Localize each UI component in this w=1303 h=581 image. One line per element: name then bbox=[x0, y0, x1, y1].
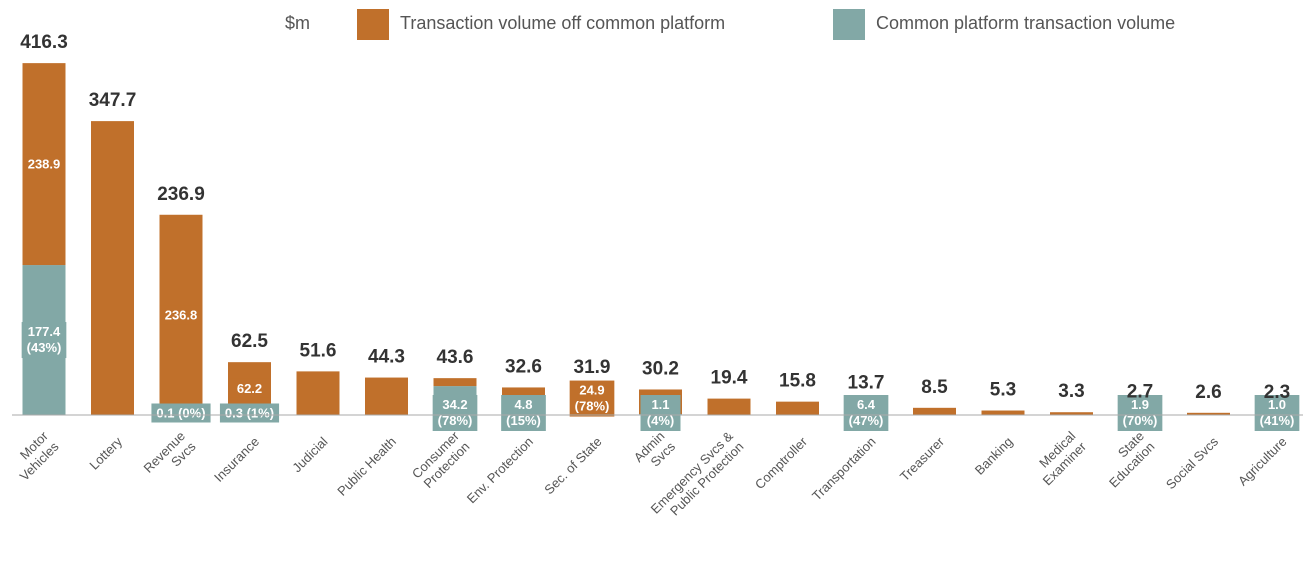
segment-label: 24.9(78%) bbox=[570, 381, 615, 417]
total-label: 15.8 bbox=[779, 371, 816, 392]
total-label: 3.3 bbox=[1058, 381, 1084, 402]
total-label: 51.6 bbox=[300, 340, 337, 361]
total-label: 43.6 bbox=[437, 347, 474, 368]
bar-segment bbox=[365, 378, 408, 415]
segment-label: 0.3 (1%) bbox=[220, 404, 279, 423]
total-label: 236.9 bbox=[157, 184, 205, 205]
segment-label: 238.9 bbox=[23, 155, 66, 174]
total-label: 13.7 bbox=[848, 372, 885, 393]
segment-label: 177.4(43%) bbox=[22, 322, 67, 358]
bar-segment bbox=[91, 121, 134, 415]
segment-label: 236.8 bbox=[160, 305, 203, 324]
legend-label: Common platform transaction volume bbox=[876, 13, 1175, 33]
total-label: 2.3 bbox=[1264, 382, 1290, 403]
x-tick-label: Public Health bbox=[334, 434, 399, 499]
x-tick-label: Treasurer bbox=[897, 433, 948, 484]
x-tick-label: Judicial bbox=[289, 434, 330, 475]
total-label: 32.6 bbox=[505, 356, 542, 377]
total-label: 31.9 bbox=[574, 357, 611, 378]
total-label: 62.5 bbox=[231, 331, 268, 352]
bar-segment bbox=[434, 378, 477, 386]
segment-label-text: 24.9(78%) bbox=[575, 383, 610, 414]
total-label: 30.2 bbox=[642, 358, 679, 379]
x-tick-label: Env. Protection bbox=[464, 434, 536, 506]
segment-label-text: 236.8 bbox=[165, 307, 198, 322]
segment-label-text: 0.1 (0%) bbox=[156, 405, 205, 420]
segment-label: 34.2(78%) bbox=[433, 395, 478, 431]
x-tick-label: AdminSvcs bbox=[631, 428, 679, 476]
legend-label: Transaction volume off common platform bbox=[400, 13, 725, 33]
x-tick-label: Lottery bbox=[86, 434, 125, 473]
segment-label-text: 34.2(78%) bbox=[438, 397, 473, 428]
total-label: 347.7 bbox=[89, 90, 137, 111]
total-label: 8.5 bbox=[921, 377, 948, 398]
segment-label: 0.1 (0%) bbox=[151, 404, 210, 423]
segment-label-text: 0.3 (1%) bbox=[225, 405, 274, 420]
segment-label-text: 62.2 bbox=[237, 381, 262, 396]
x-tick-label: Banking bbox=[972, 434, 1016, 478]
total-label: 2.7 bbox=[1127, 382, 1153, 403]
x-tick-label: Sec. of State bbox=[541, 434, 604, 497]
bar-segment bbox=[913, 408, 956, 415]
x-tick-label: Social Svcs bbox=[1163, 434, 1221, 492]
segment-label: 6.4(47%) bbox=[844, 395, 889, 431]
segment-label: 4.8(15%) bbox=[501, 395, 546, 431]
total-label: 5.3 bbox=[990, 380, 1016, 401]
x-tick-label: Insurance bbox=[211, 434, 262, 485]
bar-segment bbox=[708, 399, 751, 415]
total-label: 19.4 bbox=[711, 368, 748, 389]
total-label: 416.3 bbox=[20, 32, 68, 53]
legend-swatch bbox=[357, 9, 389, 40]
x-tick-label: Transportation bbox=[809, 434, 879, 504]
segment-label: 62.2 bbox=[230, 379, 270, 398]
segment-label: 1.1(4%) bbox=[641, 395, 681, 431]
x-tick-label: RevenueSvcs bbox=[141, 428, 199, 486]
bar-segment bbox=[982, 411, 1025, 415]
x-tick-label: ConsumerProtection bbox=[409, 428, 473, 492]
x-tick-label: Agriculture bbox=[1235, 434, 1290, 489]
legend-swatch bbox=[833, 9, 865, 40]
segment-label-text: 238.9 bbox=[28, 157, 61, 172]
unit-label: $m bbox=[285, 13, 310, 33]
x-tick-label: MedicalExaminer bbox=[1029, 428, 1090, 489]
x-tick-label: MotorVehicles bbox=[6, 428, 62, 484]
x-tick-label: Comptroller bbox=[752, 433, 811, 492]
total-label: 2.6 bbox=[1195, 382, 1221, 403]
bar-segment bbox=[297, 371, 340, 415]
segment-label-text: 177.4(43%) bbox=[27, 324, 62, 355]
total-label: 44.3 bbox=[368, 347, 405, 368]
bar-segment bbox=[776, 402, 819, 415]
x-tick-label: StateEducation bbox=[1096, 429, 1158, 491]
